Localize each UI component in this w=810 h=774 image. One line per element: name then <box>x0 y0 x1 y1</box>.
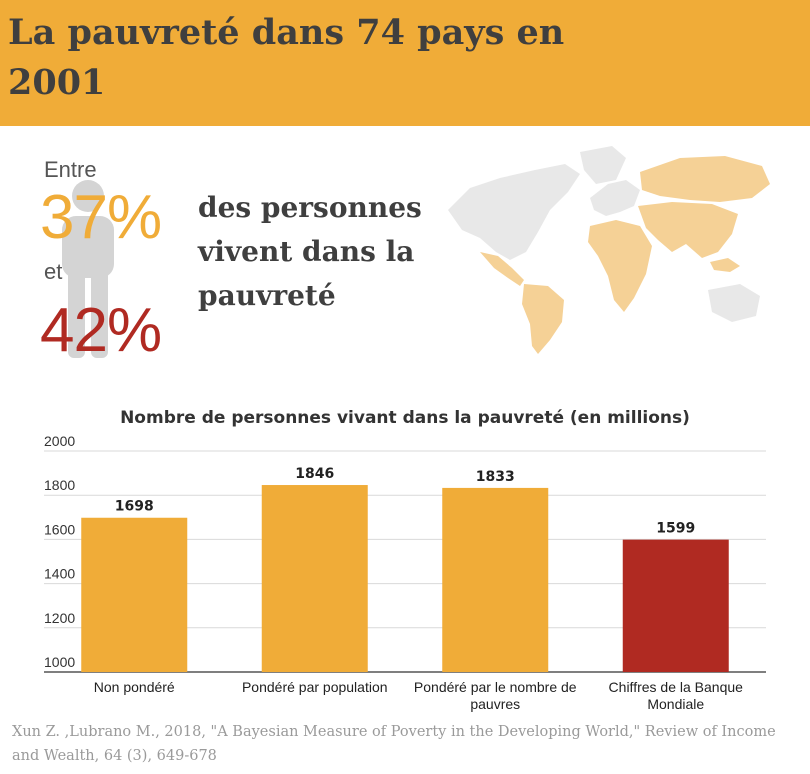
y-tick-label: 1400 <box>44 566 75 582</box>
bar <box>261 485 368 672</box>
callout-connector: et <box>44 259 63 284</box>
bar <box>622 539 729 672</box>
chart-title: Nombre de personnes vivant dans la pauvr… <box>120 408 690 428</box>
bar <box>442 487 549 672</box>
source-citation: Xun Z. ,Lubrano M., 2018, "A Bayesian Me… <box>12 724 776 764</box>
high-percentage: 42% <box>40 296 162 365</box>
y-tick-label: 1200 <box>44 610 75 626</box>
data-label: 1599 <box>656 521 695 537</box>
person-icon <box>62 180 114 358</box>
callout-headline: des personnes vivent dans la pauvreté <box>198 191 422 312</box>
header-banner: La pauvreté dans 74 pays en 2001 <box>0 0 810 126</box>
data-label: 1846 <box>295 466 334 482</box>
y-tick-label: 1600 <box>44 521 75 537</box>
page-title: La pauvreté dans 74 pays en 2001 <box>8 12 565 103</box>
y-tick-label: 1800 <box>44 477 75 493</box>
bar <box>81 517 188 672</box>
x-tick-label: Chiffres de la Banque Mondiale <box>609 679 744 712</box>
world-map <box>448 146 770 354</box>
callout-prefix: Entre <box>44 157 97 182</box>
y-tick-label: 2000 <box>44 433 75 449</box>
x-tick-label: Pondéré par population <box>242 679 388 695</box>
x-tick-label: Pondéré par le nombre de pauvres <box>414 679 577 712</box>
x-tick-label: Non pondéré <box>94 679 175 695</box>
data-label: 1833 <box>476 469 515 485</box>
low-percentage: 37% <box>40 183 162 252</box>
y-tick-label: 1000 <box>44 654 75 670</box>
data-label: 1698 <box>115 499 154 515</box>
